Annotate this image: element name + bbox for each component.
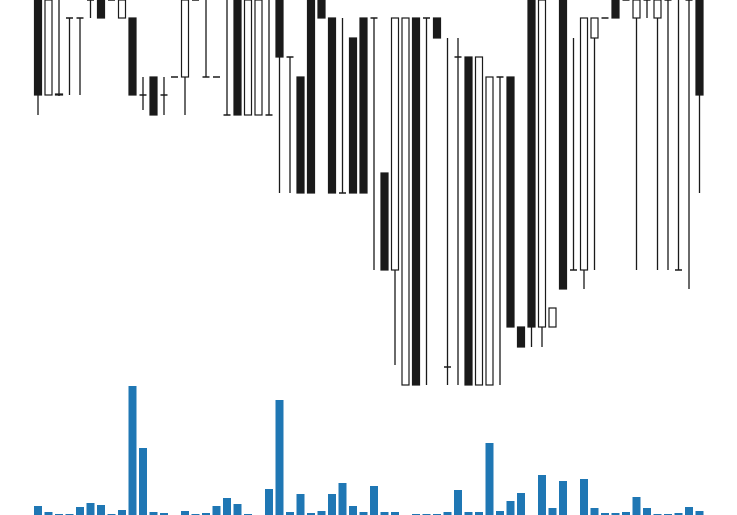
volume-bar — [380, 512, 389, 515]
volume-bar — [674, 513, 683, 515]
candle-body — [695, 0, 704, 96]
candle-body — [558, 0, 568, 290]
candle-body — [33, 0, 43, 96]
candle-body — [401, 17, 410, 386]
volume-bar — [475, 512, 483, 515]
volume-bar — [391, 512, 399, 515]
candle-body — [380, 172, 389, 271]
candle-body — [317, 0, 326, 19]
volume-bar — [695, 511, 704, 515]
volume-bar — [580, 479, 588, 515]
candle-body — [359, 17, 368, 194]
volume-bar — [139, 448, 147, 515]
volume-bar — [338, 483, 347, 515]
candle-body — [44, 0, 53, 96]
volume-bar — [559, 481, 567, 515]
volume-bar — [44, 512, 53, 515]
volume-bar — [443, 512, 452, 515]
candle-body — [180, 0, 190, 78]
volume-bar — [485, 443, 494, 515]
volume-bar — [611, 513, 620, 515]
volume-bar — [265, 489, 273, 515]
price-panel — [33, 0, 704, 386]
volume-bar — [601, 513, 609, 515]
candle-body — [474, 56, 484, 386]
volume-bar — [632, 497, 641, 515]
volume-bar — [223, 498, 231, 515]
candle-body — [506, 76, 515, 328]
volume-bar — [454, 490, 462, 515]
volume-bar — [622, 512, 630, 515]
volume-bar — [590, 508, 599, 515]
volume-bar — [307, 513, 315, 515]
candle-body — [516, 326, 526, 348]
volume-bar — [76, 507, 84, 515]
volume-bar — [118, 510, 126, 515]
candle-body — [149, 76, 158, 116]
volume-bar — [517, 493, 525, 515]
volume-bar — [128, 386, 137, 515]
candle-body — [537, 0, 547, 328]
volume-bar — [160, 513, 168, 515]
candle-body — [432, 17, 442, 39]
volume-bar — [296, 494, 305, 515]
candle-body — [243, 0, 253, 116]
volume-bar — [349, 506, 357, 515]
volume-panel — [34, 386, 704, 515]
volume-bar — [149, 512, 158, 515]
candle-body — [254, 0, 263, 116]
candle-body — [348, 37, 358, 194]
candle-body — [411, 17, 421, 386]
candle-body — [548, 307, 557, 328]
candle-body — [464, 56, 473, 386]
candle-body — [327, 17, 337, 194]
volume-bar — [202, 513, 210, 515]
candle-body — [590, 17, 599, 39]
candle-body — [632, 0, 641, 19]
volume-bar — [548, 508, 557, 515]
volume-bar — [286, 512, 294, 515]
volume-bar — [34, 506, 42, 515]
candle-body — [96, 0, 106, 19]
volume-bar — [496, 511, 504, 515]
volume-bar — [370, 486, 378, 515]
volume-bar — [97, 505, 105, 515]
candle-body — [611, 0, 620, 19]
volume-bar — [317, 511, 326, 515]
candle-body — [527, 0, 536, 328]
candle-body — [653, 0, 662, 19]
candle-body — [275, 0, 284, 58]
volume-bar — [643, 508, 651, 515]
volume-bar — [233, 504, 242, 515]
candle-body — [128, 17, 137, 96]
volume-bar — [506, 501, 515, 515]
candle-body — [54, 93, 64, 96]
volume-bar — [212, 506, 221, 515]
volume-bar — [464, 512, 473, 515]
candle-body — [306, 0, 316, 194]
candle-body — [233, 0, 242, 116]
candle-body — [390, 17, 400, 271]
volume-bar — [538, 475, 546, 515]
volume-bar — [86, 503, 95, 515]
candle-body — [117, 0, 127, 19]
volume-bar — [359, 512, 368, 515]
candle-body — [579, 17, 589, 271]
volume-bar — [685, 507, 693, 515]
volume-bar — [275, 400, 284, 515]
volume-bar — [328, 494, 336, 515]
candle-body — [296, 76, 305, 194]
volume-bar — [181, 511, 189, 515]
candle-body — [485, 76, 494, 386]
